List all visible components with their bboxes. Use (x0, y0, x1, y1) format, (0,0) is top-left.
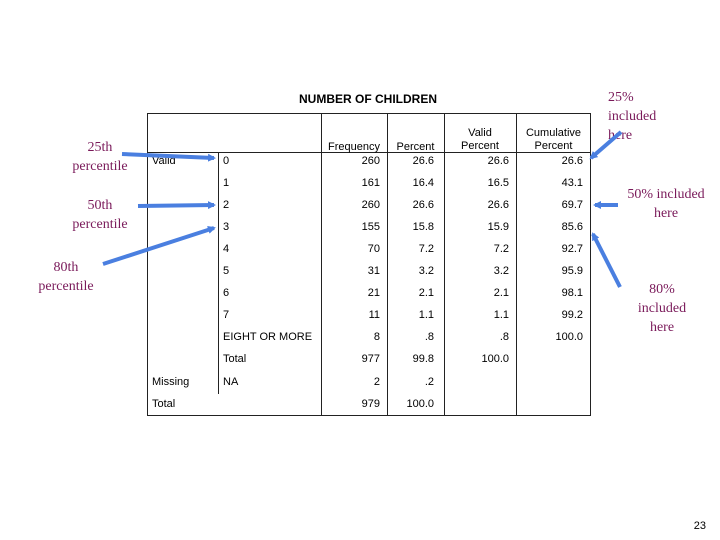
cell-percent: 99.8 (412, 353, 434, 365)
cell-valid-percent: 15.9 (487, 221, 509, 233)
annotation-line: percentile (72, 159, 128, 174)
cell-cumulative-percent: 100.0 (555, 331, 583, 343)
annotation-line: here (649, 320, 675, 335)
cell-percent: .2 (424, 376, 434, 388)
cell-frequency: 31 (367, 265, 380, 277)
arrow-80th-to-row-3 (102, 226, 216, 266)
row-label: 7 (223, 309, 230, 321)
cell-percent: .8 (424, 331, 434, 343)
group-label-total: Total (152, 398, 176, 410)
cell-frequency: 70 (367, 243, 380, 255)
annotation-line: included (637, 301, 687, 316)
cell-frequency: 979 (361, 398, 380, 410)
column-divider-frequency (321, 113, 322, 416)
annotation-line: 80% (649, 282, 675, 297)
cell-cumulative-percent: 43.1 (561, 177, 583, 189)
annotation-50-percent-included: 50% included here (610, 185, 720, 223)
cell-frequency: 155 (361, 221, 380, 233)
cell-cumulative-percent: 95.9 (561, 265, 583, 277)
row-label: 6 (223, 287, 230, 299)
cell-percent: 2.1 (418, 287, 434, 299)
annotation-line: 25th (87, 140, 113, 155)
annotation-line: 25% (608, 90, 634, 105)
annotation-50th-percentile: 50th percentile (40, 196, 160, 234)
cell-cumulative-percent: 99.2 (561, 309, 583, 321)
row-label: 3 (223, 221, 230, 233)
annotation-80-percent-included: 80% included here (622, 280, 702, 337)
cell-frequency: 8 (373, 331, 380, 343)
annotation-line: here (653, 206, 679, 221)
header-cumulative-percent-line2: Percent (534, 140, 573, 152)
cell-percent: 15.8 (412, 221, 434, 233)
arrow-to-cumulative-85-6 (591, 232, 622, 288)
cell-cumulative-percent: 92.7 (561, 243, 583, 255)
row-label: EIGHT OR MORE (223, 331, 313, 343)
cell-valid-percent: 26.6 (487, 155, 509, 167)
cell-valid-percent: 3.2 (493, 265, 509, 277)
cell-frequency: 977 (361, 353, 380, 365)
cell-cumulative-percent: 98.1 (561, 287, 583, 299)
table-title: NUMBER OF CHILDREN (299, 92, 437, 106)
cell-valid-percent: 26.6 (487, 199, 509, 211)
cell-valid-percent: 1.1 (493, 309, 509, 321)
header-valid-percent-line2: Percent (461, 140, 499, 152)
annotation-line: percentile (72, 217, 128, 232)
header-frequency: Frequency (328, 141, 380, 153)
row-label: 1 (223, 177, 230, 189)
annotation-25th-percentile: 25th percentile (40, 138, 160, 176)
row-label: 5 (223, 265, 230, 277)
arrow-50th-to-row-2 (137, 201, 216, 210)
row-label: 2 (223, 199, 230, 211)
annotation-line: 50th (87, 198, 113, 213)
row-label: Total (223, 353, 247, 365)
cell-frequency: 2 (373, 376, 380, 388)
row-label: 4 (223, 243, 230, 255)
cell-frequency: 260 (361, 155, 380, 167)
header-divider (147, 152, 591, 153)
header-percent: Percent (396, 141, 435, 153)
cell-percent: 3.2 (418, 265, 434, 277)
cell-frequency: 21 (367, 287, 380, 299)
annotation-line: included (608, 109, 657, 124)
header-valid-percent: Valid Percent (445, 127, 515, 153)
header-cumulative-percent: Cumulative Percent (517, 127, 590, 153)
cell-valid-percent: 7.2 (493, 243, 509, 255)
cell-frequency: 11 (368, 309, 380, 321)
row-label: 0 (223, 155, 230, 167)
annotation-line: 80th (53, 260, 79, 275)
cell-cumulative-percent: 69.7 (561, 199, 583, 211)
arrow-25th-to-row-0 (121, 152, 216, 162)
cell-percent: 1.1 (418, 309, 434, 321)
cell-cumulative-percent: 85.6 (561, 221, 583, 233)
annotation-line: percentile (38, 279, 94, 294)
column-divider-valid (444, 113, 445, 416)
column-divider-label (218, 152, 219, 394)
column-divider-cumulative (516, 113, 517, 416)
frequency-table (147, 113, 591, 416)
header-cumulative-percent-line1: Cumulative (525, 127, 582, 139)
cell-valid-percent: 16.5 (487, 177, 509, 189)
cell-percent: 100.0 (406, 398, 434, 410)
row-label: NA (223, 376, 239, 388)
annotation-25-percent-included: 25% included here (608, 88, 688, 145)
column-divider-percent (387, 113, 388, 416)
group-label-missing: Missing (152, 376, 190, 388)
annotation-line: 50% included (627, 187, 705, 202)
cell-valid-percent: 100.0 (481, 353, 509, 365)
cell-frequency: 161 (361, 177, 380, 189)
header-valid-percent-line1: Valid (468, 127, 492, 139)
arrow-to-cumulative-26-6 (589, 130, 623, 160)
cell-percent: 26.6 (412, 155, 434, 167)
cell-valid-percent: .8 (499, 331, 509, 343)
cell-cumulative-percent: 26.6 (561, 155, 583, 167)
cell-frequency: 260 (361, 199, 380, 211)
cell-percent: 16.4 (412, 177, 434, 189)
annotation-80th-percentile: 80th percentile (10, 258, 122, 296)
cell-percent: 26.6 (412, 199, 434, 211)
page-number: 23 (693, 520, 706, 532)
cell-valid-percent: 2.1 (493, 287, 509, 299)
cell-percent: 7.2 (418, 243, 434, 255)
